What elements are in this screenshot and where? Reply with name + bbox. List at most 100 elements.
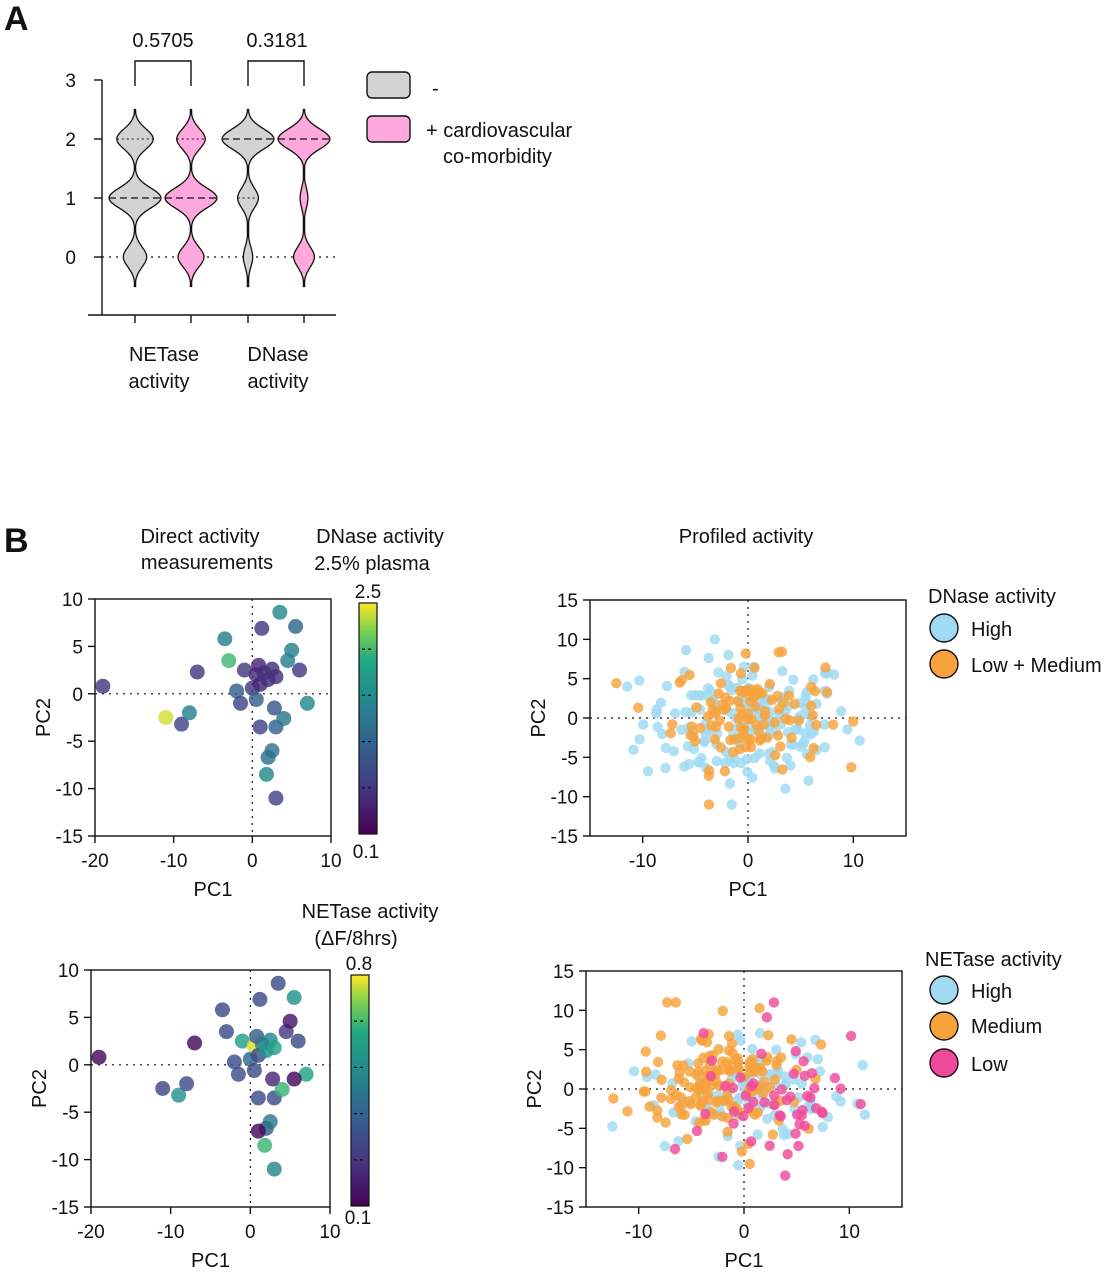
data-point bbox=[252, 719, 268, 735]
data-point bbox=[234, 1033, 250, 1049]
data-point bbox=[640, 1066, 652, 1077]
data-point bbox=[691, 1082, 703, 1094]
data-point bbox=[661, 680, 673, 692]
scatter-direct-netase: 10 5 0 -5 -10 -15 -20 -10 0 10 PC1 PC2 bbox=[29, 961, 341, 1272]
data-point bbox=[780, 1170, 791, 1181]
data-point bbox=[723, 721, 734, 732]
data-point bbox=[831, 1091, 842, 1102]
x-axis-label: PC1 bbox=[729, 879, 768, 901]
data-point bbox=[754, 735, 765, 746]
data-point bbox=[669, 708, 681, 719]
y-tick-label: 10 bbox=[557, 630, 578, 651]
data-point bbox=[673, 1073, 684, 1084]
data-point bbox=[799, 735, 810, 747]
data-point bbox=[634, 734, 645, 745]
data-point bbox=[793, 715, 805, 726]
y-tick-label: 0 bbox=[68, 1056, 79, 1077]
y-tick-label: -10 bbox=[547, 1159, 574, 1180]
data-point bbox=[299, 695, 315, 711]
x-tick-label: -10 bbox=[160, 851, 187, 872]
data-point bbox=[607, 1121, 618, 1132]
data-point bbox=[736, 757, 747, 769]
legend-label: High bbox=[971, 619, 1012, 641]
legend-marker bbox=[929, 1048, 959, 1078]
violin-x-ticks bbox=[134, 315, 305, 323]
data-point bbox=[174, 716, 190, 732]
y-tick-label: 1 bbox=[65, 189, 76, 210]
data-point bbox=[777, 666, 788, 677]
x-tick-label: -10 bbox=[625, 1222, 652, 1243]
data-point bbox=[789, 698, 800, 710]
data-point bbox=[698, 1027, 709, 1039]
significance-bracket bbox=[134, 60, 192, 86]
data-point bbox=[820, 662, 831, 673]
data-point bbox=[229, 683, 245, 699]
data-point bbox=[246, 1062, 262, 1078]
data-point bbox=[258, 766, 274, 782]
data-point bbox=[735, 668, 747, 679]
data-point bbox=[796, 1110, 807, 1121]
data-point bbox=[272, 604, 288, 620]
x-tick-label: -10 bbox=[629, 851, 656, 872]
violins bbox=[108, 108, 331, 288]
colorbar-bottom: 0.8 0.1 bbox=[345, 954, 372, 1229]
x-tick-label: 0 bbox=[245, 1222, 256, 1243]
data-point bbox=[719, 765, 731, 777]
data-point bbox=[262, 1114, 278, 1130]
data-point bbox=[250, 1123, 266, 1139]
data-point bbox=[769, 1074, 781, 1085]
data-point bbox=[780, 713, 791, 724]
data-point bbox=[660, 762, 671, 774]
data-point bbox=[678, 1060, 689, 1071]
data-point bbox=[769, 717, 781, 728]
x-tick-label: 0 bbox=[739, 1222, 750, 1243]
data-point bbox=[705, 1070, 717, 1082]
data-point bbox=[608, 1093, 619, 1104]
data-point bbox=[754, 1027, 766, 1039]
data-point bbox=[735, 1072, 746, 1083]
data-point bbox=[270, 975, 286, 991]
legend-marker bbox=[929, 1011, 959, 1041]
data-point bbox=[268, 669, 284, 685]
data-point bbox=[732, 1159, 744, 1171]
data-point bbox=[806, 1067, 818, 1079]
group-label: NETase bbox=[129, 344, 199, 366]
y-tick-label: 3 bbox=[65, 71, 76, 92]
data-point bbox=[230, 1066, 246, 1082]
plot-frame bbox=[90, 969, 331, 1208]
data-point bbox=[761, 1012, 773, 1023]
x-tick-label: -20 bbox=[81, 851, 108, 872]
data-point bbox=[266, 1040, 282, 1056]
colorbar-gradient bbox=[350, 974, 370, 1207]
data-point bbox=[795, 1037, 807, 1048]
data-point bbox=[829, 1072, 841, 1084]
legend-netase: NETase activity High Medium Low bbox=[925, 949, 1062, 1078]
p-value-label: 0.5705 bbox=[132, 30, 193, 52]
data-point bbox=[693, 1066, 704, 1078]
scatter-profiled-netase: 15 10 5 0 -5 -10 -15 -10 0 10 PC1 PC2 bbox=[524, 962, 903, 1272]
y-tick-label: 5 bbox=[72, 637, 83, 658]
y-tick-label: -5 bbox=[557, 1119, 574, 1140]
data-point bbox=[728, 1118, 739, 1129]
x-axis-label: PC1 bbox=[725, 1250, 764, 1272]
data-point bbox=[819, 719, 830, 730]
data-point bbox=[786, 732, 797, 743]
data-point bbox=[846, 762, 857, 773]
data-point bbox=[221, 653, 237, 669]
data-point bbox=[747, 1063, 759, 1075]
data-point bbox=[768, 761, 780, 772]
data-point bbox=[725, 662, 737, 674]
x-axis-label: PC1 bbox=[191, 1250, 230, 1272]
colorbar-min-label: 0.1 bbox=[353, 842, 379, 863]
data-point bbox=[686, 721, 698, 732]
data-point bbox=[734, 685, 746, 697]
data-point bbox=[179, 1076, 195, 1092]
data-point bbox=[682, 1133, 693, 1145]
data-point bbox=[651, 704, 662, 715]
data-point bbox=[819, 742, 830, 753]
data-point bbox=[288, 618, 304, 634]
legend-label: Low bbox=[971, 1054, 1008, 1076]
data-point bbox=[815, 1039, 827, 1050]
y-tick-label: -15 bbox=[56, 827, 83, 848]
data-point bbox=[266, 700, 282, 716]
